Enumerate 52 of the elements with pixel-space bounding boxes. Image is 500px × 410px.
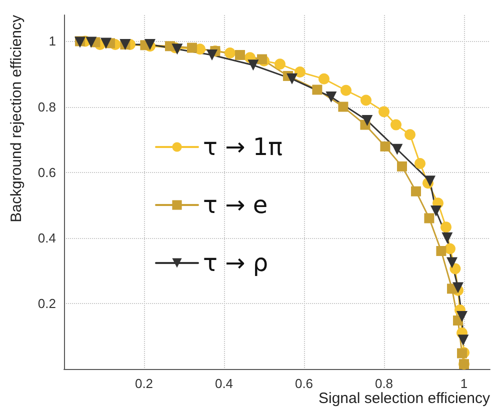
y-tick-label: 0.6 bbox=[38, 164, 56, 180]
point bbox=[380, 141, 390, 152]
point bbox=[187, 42, 197, 53]
point bbox=[457, 348, 467, 358]
point bbox=[442, 232, 453, 244]
point bbox=[318, 73, 330, 84]
point bbox=[235, 50, 245, 60]
x-tick-label: 0.6 bbox=[294, 376, 314, 391]
point bbox=[411, 186, 421, 196]
y-axis-title: Background rejection efficiency bbox=[8, 14, 25, 222]
point bbox=[446, 257, 458, 268]
y-tick-label: 0.8 bbox=[38, 99, 56, 114]
point bbox=[338, 102, 348, 112]
point bbox=[390, 119, 402, 130]
x-tick-label: 1 bbox=[460, 376, 468, 391]
point bbox=[436, 246, 446, 256]
point bbox=[424, 213, 434, 224]
x-tick-label: 0.4 bbox=[214, 376, 234, 391]
x-tick-label: 0.8 bbox=[374, 376, 394, 391]
point bbox=[86, 36, 97, 48]
point bbox=[274, 58, 286, 70]
point bbox=[444, 243, 456, 254]
point bbox=[257, 54, 267, 64]
point bbox=[294, 66, 306, 78]
point bbox=[404, 129, 416, 140]
point bbox=[248, 60, 259, 71]
point bbox=[440, 222, 452, 233]
point bbox=[360, 94, 372, 106]
legend-label: τ → 1π bbox=[203, 133, 283, 161]
point bbox=[452, 282, 464, 294]
point bbox=[224, 48, 236, 59]
point bbox=[430, 206, 442, 217]
point bbox=[392, 144, 403, 155]
point bbox=[340, 84, 352, 96]
point bbox=[458, 334, 469, 346]
point bbox=[362, 115, 373, 126]
point bbox=[206, 49, 218, 60]
point bbox=[378, 106, 390, 118]
point bbox=[456, 311, 468, 322]
point bbox=[286, 73, 298, 84]
point bbox=[326, 91, 337, 102]
x-axis-title: Signal selection efficiency bbox=[318, 390, 490, 407]
x-tick-label: 0.2 bbox=[134, 376, 154, 391]
legend-label: τ → ρ bbox=[203, 249, 268, 277]
y-tick-label: 1 bbox=[48, 34, 56, 49]
point bbox=[312, 84, 322, 95]
y-tick-label: 0.2 bbox=[38, 296, 56, 311]
point bbox=[100, 38, 112, 49]
legend-label: τ → e bbox=[203, 191, 268, 219]
point bbox=[414, 158, 426, 169]
point bbox=[397, 161, 407, 172]
y-tick-label: 0.4 bbox=[38, 230, 56, 246]
